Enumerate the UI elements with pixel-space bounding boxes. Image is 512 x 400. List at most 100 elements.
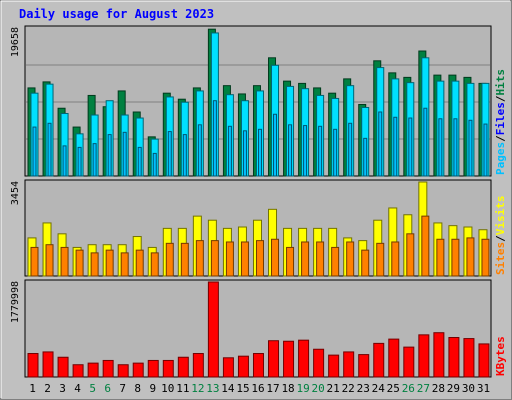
bar-sites-day-6 — [105, 249, 114, 277]
bar-sites-day-15 — [240, 241, 249, 277]
x-tick-label-21: 21 — [327, 382, 340, 395]
bar-pages-day-22 — [348, 122, 353, 177]
bar-sites-day-31 — [481, 238, 490, 277]
bar-kbytes-day-14 — [222, 357, 234, 378]
bar-sites-day-29 — [451, 238, 460, 277]
x-axis-day-labels: 1 2 3 4 5 6 7 8 9 10 11 12 13 14 15 16 17 18 19 20 21 22 23 24 2… — [29, 382, 490, 395]
x-tick-label-24: 24 — [372, 382, 386, 395]
bar-kbytes-day-6 — [102, 359, 114, 378]
legend-visits-sites: Sites/Visits — [494, 196, 507, 276]
bar-kbytes-day-11 — [177, 356, 189, 378]
bar-sites-day-8 — [135, 249, 144, 277]
bar-sites-day-5 — [90, 252, 99, 277]
bar-sites-day-28 — [436, 238, 445, 277]
bar-sites-day-18 — [286, 246, 295, 277]
chart-panels: 19658Pages/Files/Hits3454Sites/Visits177… — [10, 25, 507, 378]
bar-pages-day-30 — [468, 119, 473, 177]
legend-item-kbytes: KBytes — [494, 336, 507, 376]
x-tick-label-31: 31 — [477, 382, 490, 395]
x-tick-label-12: 12 — [191, 382, 204, 395]
bar-kbytes-day-29 — [448, 337, 460, 378]
bar-pages-day-9 — [152, 152, 157, 177]
bar-kbytes-day-3 — [57, 356, 69, 378]
x-tick-label-2: 2 — [44, 382, 51, 395]
bar-pages-day-28 — [438, 118, 443, 177]
x-tick-label-3: 3 — [59, 382, 66, 395]
series-pages — [32, 100, 488, 177]
x-tick-label-5: 5 — [89, 382, 96, 395]
series-kbytes — [27, 281, 490, 378]
bar-pages-day-20 — [318, 125, 323, 177]
bar-kbytes-day-30 — [463, 338, 475, 378]
bar-pages-day-4 — [77, 146, 82, 177]
x-tick-label-8: 8 — [134, 382, 141, 395]
x-tick-label-25: 25 — [387, 382, 400, 395]
bar-kbytes-day-2 — [42, 351, 54, 378]
bar-kbytes-day-27 — [418, 334, 430, 378]
bar-sites-day-26 — [406, 233, 415, 277]
bar-kbytes-day-4 — [72, 364, 84, 378]
bar-pages-day-19 — [303, 125, 308, 177]
series-sites — [30, 215, 490, 277]
bar-kbytes-day-18 — [283, 340, 295, 378]
bar-pages-day-2 — [47, 122, 52, 177]
bar-kbytes-day-20 — [313, 348, 325, 378]
panel-visits-sites: 3454 Sites/Visits — [10, 179, 507, 277]
x-tick-label-14: 14 — [221, 382, 235, 395]
legend-item-sites: Sites — [494, 242, 507, 275]
x-tick-label-26: 26 — [402, 382, 415, 395]
x-tick-label-29: 29 — [447, 382, 460, 395]
bar-sites-day-1 — [30, 246, 39, 277]
x-tick-label-7: 7 — [119, 382, 126, 395]
x-tick-label-23: 23 — [357, 382, 370, 395]
bar-kbytes-day-19 — [298, 339, 310, 378]
bar-pages-day-17 — [273, 113, 278, 177]
x-tick-label-22: 22 — [342, 382, 355, 395]
bar-pages-day-16 — [257, 128, 262, 177]
bar-kbytes-day-13 — [207, 281, 219, 378]
chart-title: Daily usage for August 2023 — [19, 7, 214, 21]
bar-kbytes-day-8 — [132, 362, 144, 378]
x-tick-label-20: 20 — [312, 382, 325, 395]
bar-pages-day-11 — [182, 134, 187, 177]
legend-item-hits: Hits — [494, 69, 507, 96]
bar-sites-day-25 — [391, 241, 400, 277]
bar-pages-day-1 — [32, 126, 37, 177]
legend-separator: / — [494, 135, 507, 142]
legend-kbytes: KBytes — [494, 336, 507, 376]
bar-kbytes-day-9 — [147, 359, 159, 378]
bar-kbytes-day-10 — [162, 359, 174, 378]
bar-pages-day-29 — [453, 118, 458, 177]
bar-sites-day-7 — [120, 252, 129, 277]
bar-pages-day-14 — [227, 125, 232, 177]
bar-kbytes-day-24 — [373, 342, 385, 378]
bar-sites-day-13 — [210, 240, 219, 277]
x-tick-label-16: 16 — [251, 382, 264, 395]
legend-item-files: Files — [494, 102, 507, 135]
bar-kbytes-day-22 — [343, 351, 355, 378]
bar-sites-day-17 — [271, 238, 280, 277]
bar-pages-day-15 — [242, 130, 247, 177]
y-max-label-hits-files-pages: 19658 — [10, 27, 21, 57]
bar-sites-day-23 — [361, 249, 370, 277]
y-max-label-kbytes: 1779998 — [10, 281, 21, 323]
bar-pages-day-3 — [62, 145, 67, 177]
legend-hits-files-pages: Pages/Files/Hits — [494, 69, 507, 175]
bar-sites-day-19 — [301, 241, 310, 277]
bar-kbytes-day-31 — [478, 343, 490, 378]
bar-sites-day-3 — [60, 246, 69, 277]
bar-pages-day-12 — [197, 124, 202, 177]
legend-item-visits: Visits — [494, 196, 507, 236]
bar-kbytes-day-21 — [328, 354, 340, 378]
bar-sites-day-20 — [316, 241, 325, 277]
bar-pages-day-13 — [212, 100, 217, 177]
bar-sites-day-16 — [255, 240, 264, 277]
bar-pages-day-18 — [288, 124, 293, 177]
x-tick-label-10: 10 — [161, 382, 174, 395]
bar-sites-day-24 — [376, 242, 385, 277]
bar-kbytes-day-23 — [358, 354, 370, 378]
x-tick-label-6: 6 — [104, 382, 111, 395]
bar-pages-day-10 — [167, 131, 172, 177]
bar-pages-day-21 — [333, 128, 338, 177]
